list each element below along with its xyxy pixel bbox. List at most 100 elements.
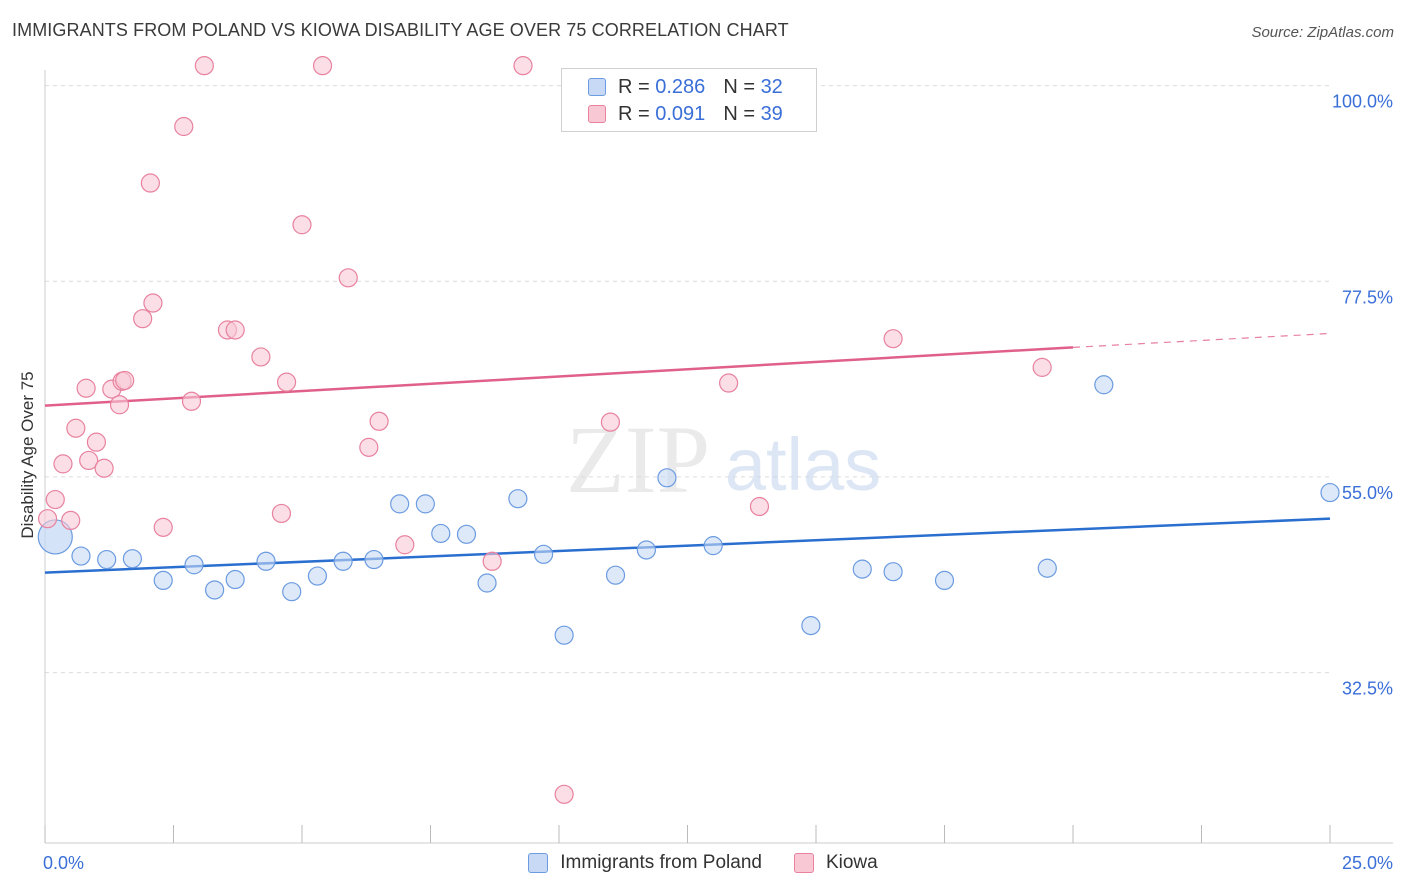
poland-point [390,494,410,514]
legend-row-poland: R = 0.286 N = 32 [588,75,783,99]
kiowa-point [94,458,114,478]
kiowa-point [53,454,73,474]
watermark-atlas: atlas [725,423,881,506]
legend-r-value: 0.091 [655,102,706,125]
legend-item-poland[interactable]: Immigrants from Poland [528,852,762,874]
kiowa-point [61,510,81,531]
legend-n-value: 39 [760,102,783,125]
poland-point [605,565,626,585]
kiowa-point [312,56,333,76]
legend-r-value: 0.286 [655,75,706,98]
axes [44,70,1393,844]
poland-point [883,562,903,582]
poland-point [282,582,302,602]
x-tick-label-max: 25.0% [1342,853,1393,873]
watermark-zip: ZIP [566,406,710,513]
kiowa-point [37,509,58,529]
poland-point [333,551,353,571]
poland-point [415,494,435,514]
y-tick-label: 32.5% [1342,679,1393,699]
kiowa-point [749,496,770,517]
source-label: Source: ZipAtlas.com [1251,24,1394,41]
kiowa-trend-extension [1072,332,1331,348]
poland-point [508,489,528,509]
poland-point [431,523,451,544]
data-points [37,56,1340,804]
kiowa-swatch-icon [588,105,606,123]
kiowa-point [719,373,739,393]
poland-point [97,549,117,570]
kiowa-legend-icon [793,853,814,873]
poland-point [1320,482,1340,503]
poland-point [1094,375,1114,395]
poland-point [225,569,245,590]
kiowa-point [369,411,389,431]
kiowa-point [276,372,297,392]
poland-point [477,573,497,593]
kiowa-point [292,215,312,235]
legend-r-label: R = [618,102,650,125]
kiowa-point [554,784,574,804]
poland-point [71,546,91,566]
tick-labels: 32.5% 55.0% 77.5% 100.0% 0.0% 25.0% [43,92,1393,873]
y-tick-label: 55.0% [1342,483,1393,503]
poland-point [364,549,384,570]
poland-point [205,580,225,600]
kiowa-point [482,551,502,571]
kiowa-point [174,116,194,137]
poland-point [852,559,872,579]
legend-row-kiowa: R = 0.091 N = 39 [588,102,783,126]
poland-point [153,570,173,591]
y-tick-label: 100.0% [1332,92,1393,112]
kiowa-point [86,432,107,452]
kiowa-point [45,489,65,510]
y-tick-label: 77.5% [1342,287,1393,307]
y-axis-label: Disability Age Over 75 [18,371,37,539]
poland-point [554,625,574,645]
legend-n-label: N = [723,102,755,125]
poland-point [1037,558,1057,578]
poland-point [184,555,204,575]
poland-point [456,524,477,544]
kiowa-point [133,309,153,329]
poland-swatch-icon [588,78,606,96]
kiowa-point [143,293,163,313]
kiowa-point [115,370,135,391]
poland-point [307,566,328,586]
poland-legend-icon [528,853,549,873]
kiowa-point [338,268,358,288]
poland-point [256,551,276,571]
poland-point [801,616,821,636]
kiowa-point [225,320,245,340]
kiowa-point [600,412,621,432]
kiowa-point [194,56,214,76]
poland-point [533,544,554,564]
kiowa-point [140,173,160,193]
series-legend: Immigrants from Poland Kiowa [0,852,1406,874]
poland-point [657,468,677,488]
x-tick-label-min: 0.0% [43,853,84,873]
poland-point [703,536,723,556]
poland-point [636,540,656,560]
poland-trend-line [44,517,1331,574]
legend-r-label: R = [618,75,650,98]
kiowa-point [66,418,86,438]
chart-title: IMMIGRANTS FROM POLAND VS KIOWA DISABILI… [12,20,789,40]
kiowa-point [76,378,96,398]
kiowa-point [251,347,271,367]
legend-label-poland: Immigrants from Poland [560,852,762,873]
kiowa-point [359,437,379,457]
kiowa-point [109,395,130,415]
kiowa-point [395,535,415,555]
kiowa-point [79,450,99,471]
kiowa-point [513,56,533,76]
legend-label-kiowa: Kiowa [825,852,878,873]
kiowa-point [271,503,292,524]
correlation-legend: R = 0.286 N = 32 R = 0.091 N = 39 [561,68,817,132]
kiowa-trend-line [44,346,1074,407]
legend-item-kiowa[interactable]: Kiowa [793,852,878,874]
poland-point [122,549,142,569]
poland-point [934,570,955,591]
legend-n-value: 32 [760,75,783,98]
